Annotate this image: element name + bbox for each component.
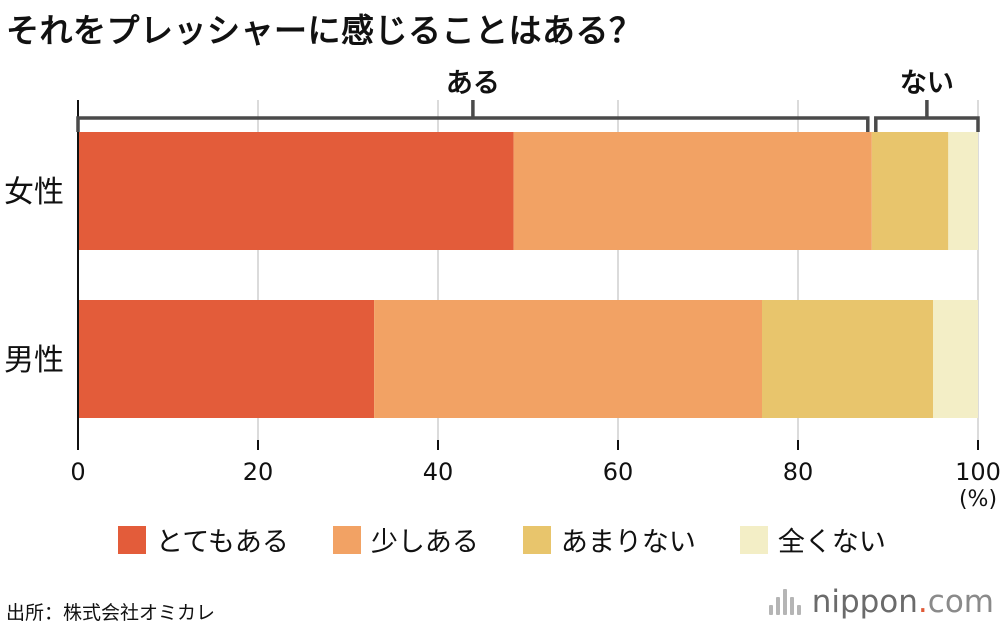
x-tick-label: 0	[70, 458, 85, 486]
bracket-label: ある	[446, 68, 500, 99]
legend-swatch	[522, 525, 551, 554]
legend-item: 少しある	[332, 520, 479, 559]
category-label: 女性	[4, 175, 64, 210]
bar-segment	[78, 132, 514, 250]
bar-segment	[871, 132, 949, 250]
bar-segment	[948, 132, 978, 250]
logo-name: nippon	[811, 584, 918, 620]
x-tick-label: 100	[955, 458, 1000, 486]
bar-segment	[374, 300, 762, 418]
legend-item: あまりない	[522, 520, 696, 559]
bracket	[76, 116, 870, 132]
category-label: 男性	[4, 343, 64, 378]
bar-segment	[513, 132, 872, 250]
legend-label: 全くない	[777, 527, 886, 558]
legend-swatch	[118, 525, 146, 554]
legend-item: とてもある	[118, 520, 289, 559]
bracket	[874, 116, 980, 132]
x-tick-label: 40	[423, 458, 454, 486]
legend: とてもある 少しある あまりない 全くない	[118, 520, 930, 559]
legend-swatch	[332, 525, 361, 554]
bracket-label: ない	[900, 68, 954, 99]
legend-label: 少しある	[370, 527, 479, 558]
logo-bars-icon	[768, 589, 804, 615]
logo-tld: com	[927, 584, 994, 620]
bar-segment	[78, 300, 375, 418]
bar-segment	[762, 300, 933, 418]
source-note: 出所：株式会社オミカレ	[6, 602, 216, 624]
x-unit-label: (%)	[959, 487, 997, 510]
legend-label: あまりない	[560, 527, 696, 558]
x-tick-label: 20	[243, 458, 274, 486]
bar-segment	[933, 300, 978, 418]
legend-item: 全くない	[739, 520, 886, 559]
x-tick-label: 80	[783, 458, 814, 486]
legend-label: とてもある	[156, 527, 289, 558]
nippon-logo[interactable]: nippon. com	[768, 584, 994, 620]
chart-title: それをプレッシャーに感じることはある？	[6, 11, 643, 50]
legend-swatch	[739, 525, 768, 554]
logo-dot: .	[917, 584, 928, 620]
x-tick-label: 60	[603, 458, 634, 486]
